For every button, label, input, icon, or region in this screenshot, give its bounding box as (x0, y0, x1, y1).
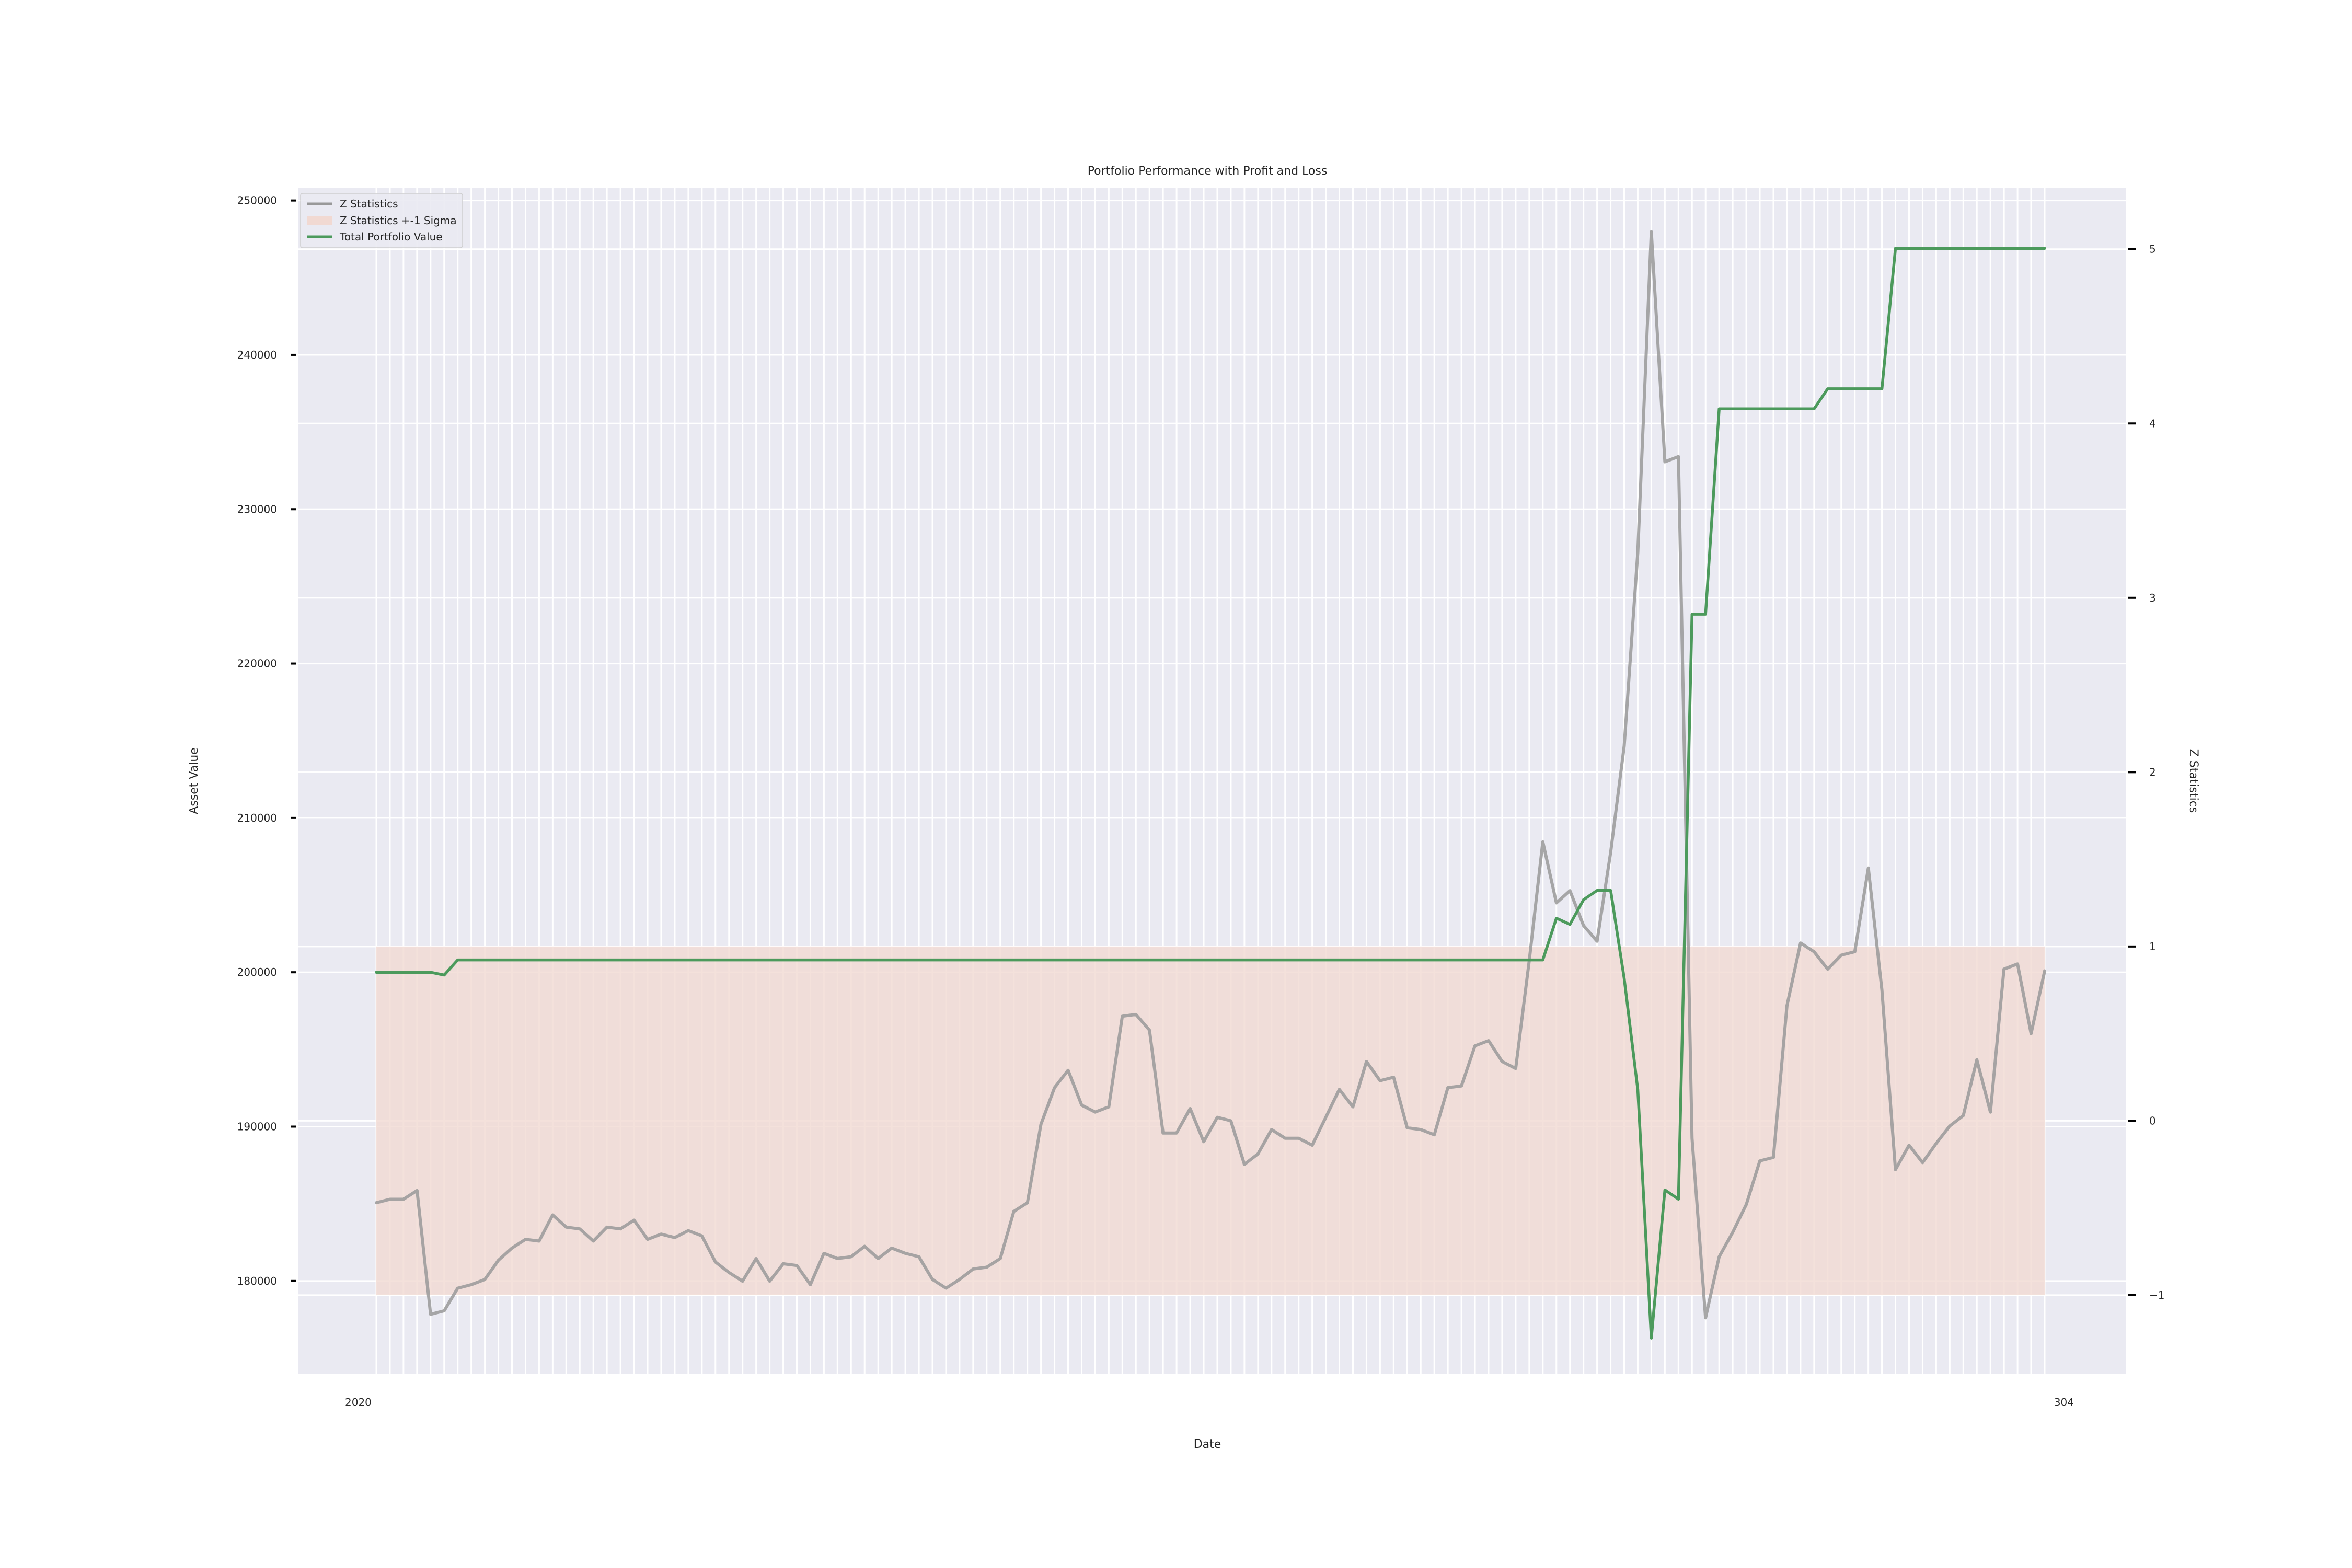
legend-frame (300, 193, 463, 248)
x-axis-label: Date (1194, 1438, 1221, 1451)
sigma-band (376, 946, 2045, 1295)
y2-tick-label: 3 (2149, 592, 2156, 604)
right-axis: −1 0 1 2 3 4 5 (2128, 243, 2164, 1301)
y2-tick-label: 4 (2149, 417, 2156, 430)
legend: Z Statistics Z Statistics +-1 Sigma Tota… (300, 193, 463, 248)
legend-label-total-portfolio-value: Total Portfolio Value (339, 230, 443, 243)
legend-label-sigma-band: Z Statistics +-1 Sigma (340, 214, 457, 227)
y-tick-label: 220000 (237, 658, 277, 670)
y-tick-label: 200000 (237, 966, 277, 978)
y2-axis-label: Z Statistics (2187, 749, 2200, 813)
y2-tick-label: 5 (2149, 243, 2156, 256)
y-tick-label: 240000 (237, 349, 277, 361)
series-layer (375, 230, 2046, 1340)
y-axis-label: Asset Value (188, 747, 201, 814)
y-tick-label: 250000 (237, 194, 277, 207)
y2-tick-label: 0 (2149, 1114, 2156, 1127)
sigma-band-layer (376, 946, 2045, 1295)
x-tick-label-right: 304 (2054, 1396, 2074, 1409)
left-axis: 180000 190000 200000 210000 220000 230000 2400… (237, 194, 296, 1287)
y-tick-label: 230000 (237, 503, 277, 515)
y-tick-label: 190000 (237, 1121, 277, 1133)
chart-title: Portfolio Performance with Profit and Lo… (1088, 165, 1328, 178)
total-portfolio-value-line (375, 247, 2046, 1340)
y2-tick-label: −1 (2149, 1289, 2164, 1301)
z-statistics-line (375, 230, 2046, 1320)
y2-tick-label: 1 (2149, 940, 2156, 953)
y-tick-label: 210000 (237, 812, 277, 824)
legend-label-z-statistics: Z Statistics (340, 198, 398, 210)
y-tick-label: 180000 (237, 1275, 277, 1287)
x-tick-label-left: 2020 (345, 1396, 372, 1409)
legend-swatch-sigma-band (307, 216, 332, 225)
y2-tick-label: 2 (2149, 766, 2156, 778)
